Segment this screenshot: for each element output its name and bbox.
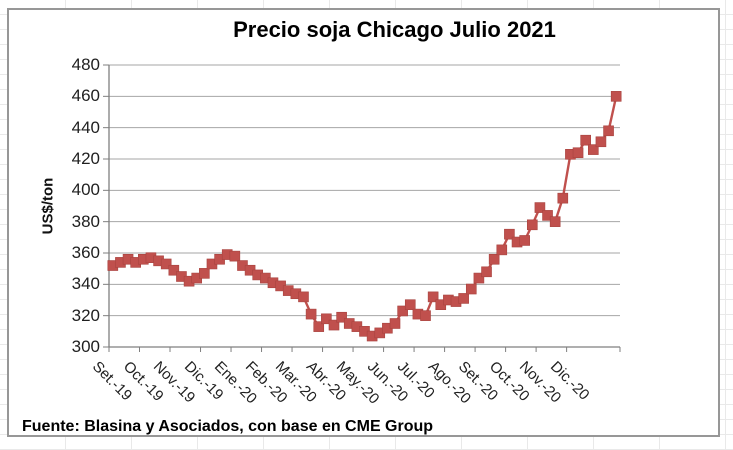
data-point-marker (298, 291, 309, 303)
y-tick-label: 420 (71, 149, 100, 168)
data-point-marker (519, 235, 530, 246)
data-point-marker (542, 210, 553, 221)
data-point-marker (397, 305, 408, 317)
y-tick-label: 360 (71, 243, 100, 262)
y-tick-label: 480 (71, 55, 100, 74)
data-point-marker (160, 258, 172, 270)
data-point-marker (313, 321, 325, 332)
chart-title: Precio soja Chicago Julio 2021 (233, 17, 556, 42)
data-point-marker (603, 125, 614, 137)
data-point-marker (534, 202, 546, 213)
data-point-marker (321, 313, 332, 325)
data-point-marker (458, 293, 469, 304)
data-point-marker (572, 147, 584, 159)
data-point-marker (504, 228, 515, 240)
data-point-marker (588, 144, 599, 155)
data-point-marker (168, 264, 180, 276)
data-point-marker (488, 253, 500, 265)
y-tick-label: 400 (71, 180, 100, 200)
chart-object[interactable]: Precio soja Chicago Julio 2021 US$/ton 4… (7, 8, 720, 437)
y-tick-label: 440 (71, 117, 100, 137)
data-point-marker (199, 268, 210, 279)
data-point-marker (465, 283, 477, 295)
data-point-marker (496, 244, 508, 256)
data-point-marker (427, 291, 439, 303)
y-tick-label: 320 (71, 305, 100, 325)
data-point-marker (229, 250, 241, 262)
y-tick-label: 460 (71, 86, 100, 106)
price-line (112, 96, 618, 338)
data-point-marker (580, 134, 591, 146)
data-point-marker (305, 308, 317, 320)
data-point-marker (404, 299, 416, 311)
y-tick-label: 340 (71, 274, 100, 294)
data-point-marker (389, 318, 401, 329)
data-point-marker (336, 311, 347, 323)
data-point-marker (473, 272, 485, 284)
data-point-marker (328, 319, 340, 331)
plot-area (103, 64, 622, 352)
data-point-marker (420, 310, 431, 321)
y-tick-label: 300 (71, 337, 100, 356)
data-point-marker (557, 192, 569, 204)
data-point-marker (549, 216, 561, 227)
data-point-marker (610, 91, 622, 102)
source-note: Fuente: Blasina y Asociados, con base en… (22, 418, 434, 435)
data-point-marker (595, 136, 607, 148)
data-point-marker (526, 219, 538, 231)
y-tick-label: 380 (71, 211, 100, 231)
data-point-marker (481, 266, 492, 278)
